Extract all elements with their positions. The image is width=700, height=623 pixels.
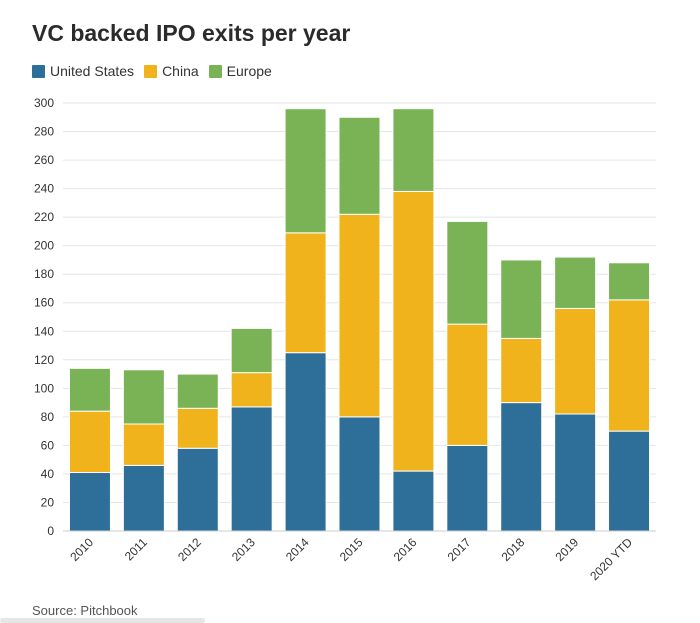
- x-tick-label: 2019: [552, 535, 581, 564]
- bar-united-states-2011: [122, 464, 165, 532]
- y-tick-label: 0: [47, 524, 54, 538]
- y-tick-label: 60: [41, 438, 55, 452]
- bar-united-states-2014: [284, 352, 327, 532]
- bar-united-states-2010: [68, 472, 111, 532]
- x-tick-label: 2010: [67, 535, 96, 564]
- chart-title: VC backed IPO exits per year: [32, 20, 351, 46]
- bar-united-states-2013: [230, 406, 273, 532]
- bar-europe-2016: [392, 108, 435, 192]
- bar-europe-2014: [284, 108, 327, 234]
- x-tick-label: 2013: [229, 535, 258, 564]
- bar-europe-2018: [500, 259, 543, 339]
- x-tick-label: 2011: [122, 535, 150, 563]
- bar-united-states-2019: [554, 413, 597, 532]
- bar-china-2019: [554, 307, 597, 415]
- bar-united-states-2012: [176, 447, 219, 532]
- bar-china-2018: [500, 337, 543, 404]
- bar-europe-2010: [68, 367, 111, 412]
- y-tick-label: 260: [34, 153, 54, 167]
- legend-label-united-states: United States: [50, 63, 135, 79]
- legend-item-united-states: United States: [32, 63, 134, 79]
- source-note: Source: Pitchbook: [32, 603, 138, 618]
- bar-china-2013: [230, 372, 273, 408]
- footer-scroll-strip: [0, 618, 205, 623]
- bar-united-states-2016: [392, 470, 435, 532]
- y-tick-label: 200: [34, 239, 54, 253]
- y-tick-label: 20: [41, 495, 55, 509]
- legend-swatch-united-states: [32, 64, 45, 78]
- x-tick-label: 2015: [337, 535, 366, 564]
- bar-china-2011: [122, 423, 165, 466]
- bar-china-2014: [284, 232, 327, 354]
- legend-item-china: China: [144, 63, 199, 79]
- y-tick-label: 300: [34, 96, 54, 110]
- y-tick-label: 140: [34, 324, 54, 338]
- x-tick-label: 2017: [445, 535, 474, 564]
- y-tick-label: 280: [34, 125, 54, 139]
- y-tick-label: 220: [34, 210, 54, 224]
- x-tick-label: 2014: [283, 535, 312, 564]
- legend-item-europe: Europe: [208, 63, 272, 79]
- y-tick-label: 160: [34, 296, 54, 310]
- bar-europe-2011: [122, 369, 165, 425]
- bar-china-2015: [338, 213, 381, 418]
- legend-label-europe: Europe: [226, 63, 272, 79]
- y-tick-label: 80: [41, 410, 55, 424]
- x-tick-label: 2016: [391, 535, 420, 564]
- legend-swatch-europe: [208, 64, 222, 78]
- bar-europe-2019: [554, 256, 597, 309]
- x-tick-label: 2020 YTD: [587, 535, 635, 583]
- bar-china-2017: [446, 323, 489, 446]
- bar-europe-2020-ytd: [608, 262, 651, 301]
- bar-europe-2015: [338, 116, 381, 215]
- y-tick-label: 100: [34, 381, 54, 395]
- chart-legend: United States China Europe: [32, 63, 282, 79]
- y-tick-label: 120: [34, 353, 54, 367]
- bar-united-states-2017: [446, 444, 489, 532]
- bar-china-2012: [176, 407, 219, 449]
- bar-europe-2017: [446, 220, 489, 325]
- bar-china-2010: [68, 410, 111, 474]
- x-tick-label: 2012: [175, 535, 204, 564]
- legend-swatch-china: [144, 64, 158, 78]
- legend-label-china: China: [162, 63, 199, 79]
- bar-united-states-2018: [500, 402, 543, 532]
- x-tick-label: 2018: [499, 535, 528, 564]
- bar-europe-2012: [176, 373, 219, 409]
- bar-china-2020-ytd: [608, 299, 651, 432]
- bar-europe-2013: [230, 327, 273, 374]
- y-tick-label: 240: [34, 182, 54, 196]
- y-tick-label: 180: [34, 267, 54, 281]
- bar-united-states-2015: [338, 416, 381, 532]
- bar-united-states-2020-ytd: [608, 430, 651, 532]
- y-tick-label: 40: [41, 467, 55, 481]
- bar-china-2016: [392, 190, 435, 472]
